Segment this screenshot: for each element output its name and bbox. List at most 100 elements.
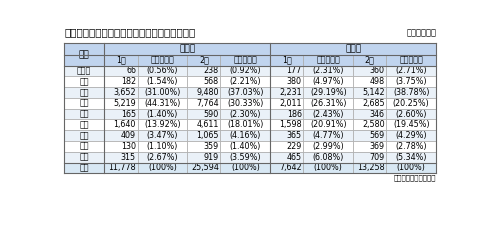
- Text: (100%): (100%): [397, 163, 426, 172]
- Bar: [386, 98, 436, 109]
- Bar: [353, 55, 386, 65]
- Text: 13,258: 13,258: [357, 163, 385, 172]
- Text: (1.54%): (1.54%): [147, 77, 178, 86]
- Text: 919: 919: [203, 153, 219, 162]
- Text: (2.60%): (2.60%): [395, 110, 427, 119]
- Text: 2次: 2次: [365, 56, 375, 65]
- Bar: [221, 152, 270, 162]
- Text: (20.91%): (20.91%): [310, 120, 346, 129]
- Text: 365: 365: [287, 131, 302, 140]
- Bar: [64, 65, 104, 76]
- Bar: [104, 152, 138, 162]
- Text: 東北: 東北: [80, 77, 89, 86]
- Bar: [386, 76, 436, 87]
- Bar: [304, 141, 353, 152]
- Bar: [187, 152, 221, 162]
- Bar: [270, 162, 304, 173]
- Bar: [304, 76, 353, 87]
- Text: 568: 568: [204, 77, 219, 86]
- Text: (100%): (100%): [148, 163, 177, 172]
- Bar: [304, 152, 353, 162]
- Text: 5,142: 5,142: [362, 88, 385, 97]
- Text: 4,611: 4,611: [197, 120, 219, 129]
- Bar: [353, 130, 386, 141]
- Text: (44.31%): (44.31%): [144, 99, 181, 108]
- Text: 5,219: 5,219: [113, 99, 136, 108]
- Bar: [221, 87, 270, 98]
- Bar: [353, 76, 386, 87]
- Text: 北陸: 北陸: [80, 110, 89, 119]
- Text: (4.97%): (4.97%): [312, 77, 344, 86]
- Text: (3.59%): (3.59%): [229, 153, 261, 162]
- Text: (38.78%): (38.78%): [393, 88, 429, 97]
- Bar: [64, 43, 104, 65]
- Text: 九州: 九州: [80, 153, 89, 162]
- Text: トヨタ自動車・スズキ国内取引先状況　地区別: トヨタ自動車・スズキ国内取引先状況 地区別: [64, 27, 195, 37]
- Text: (2.67%): (2.67%): [146, 153, 178, 162]
- Bar: [353, 162, 386, 173]
- Bar: [221, 76, 270, 87]
- Text: 182: 182: [121, 77, 136, 86]
- Bar: [104, 87, 138, 98]
- Bar: [270, 109, 304, 119]
- Bar: [104, 55, 138, 65]
- Text: (2.71%): (2.71%): [395, 66, 427, 75]
- Bar: [353, 98, 386, 109]
- Bar: [138, 119, 187, 130]
- Text: 498: 498: [370, 77, 385, 86]
- Bar: [187, 76, 221, 87]
- Text: 7,642: 7,642: [279, 163, 302, 172]
- Text: 360: 360: [370, 66, 385, 75]
- Text: 販売先: 販売先: [345, 45, 361, 54]
- Text: (37.03%): (37.03%): [227, 88, 264, 97]
- Bar: [138, 65, 187, 76]
- Text: 2,231: 2,231: [279, 88, 302, 97]
- Text: (2.99%): (2.99%): [312, 142, 344, 151]
- Text: (0.56%): (0.56%): [147, 66, 178, 75]
- Text: （構成比）: （構成比）: [233, 56, 257, 65]
- Bar: [304, 55, 353, 65]
- Text: 7,764: 7,764: [196, 99, 219, 108]
- Bar: [386, 119, 436, 130]
- Text: (5.34%): (5.34%): [395, 153, 427, 162]
- Text: （構成比）: （構成比）: [399, 56, 423, 65]
- Bar: [221, 162, 270, 173]
- Bar: [187, 141, 221, 152]
- Text: 1次: 1次: [282, 56, 292, 65]
- Text: (2.30%): (2.30%): [230, 110, 261, 119]
- Bar: [304, 98, 353, 109]
- Bar: [138, 162, 187, 173]
- Bar: [104, 162, 138, 173]
- Bar: [353, 87, 386, 98]
- Bar: [138, 76, 187, 87]
- Bar: [64, 109, 104, 119]
- Text: 165: 165: [121, 110, 136, 119]
- Text: 1,065: 1,065: [197, 131, 219, 140]
- Text: (18.01%): (18.01%): [227, 120, 264, 129]
- Text: 409: 409: [121, 131, 136, 140]
- Text: 709: 709: [369, 153, 385, 162]
- Bar: [104, 141, 138, 152]
- Text: (2.21%): (2.21%): [229, 77, 261, 86]
- Text: (31.00%): (31.00%): [144, 88, 181, 97]
- Text: 2,580: 2,580: [362, 120, 385, 129]
- Bar: [138, 87, 187, 98]
- Bar: [221, 55, 270, 65]
- Text: 地区: 地区: [79, 50, 90, 59]
- Text: 238: 238: [204, 66, 219, 75]
- Text: (3.47%): (3.47%): [147, 131, 178, 140]
- Text: （構成比）: （構成比）: [316, 56, 340, 65]
- Bar: [187, 130, 221, 141]
- Bar: [104, 65, 138, 76]
- Text: (2.43%): (2.43%): [312, 110, 344, 119]
- Bar: [104, 130, 138, 141]
- Text: 177: 177: [286, 66, 302, 75]
- Text: 1次: 1次: [116, 56, 126, 65]
- Bar: [353, 152, 386, 162]
- Bar: [221, 65, 270, 76]
- Bar: [270, 130, 304, 141]
- Text: 465: 465: [287, 153, 302, 162]
- Bar: [386, 130, 436, 141]
- Bar: [104, 43, 270, 55]
- Text: (20.25%): (20.25%): [393, 99, 429, 108]
